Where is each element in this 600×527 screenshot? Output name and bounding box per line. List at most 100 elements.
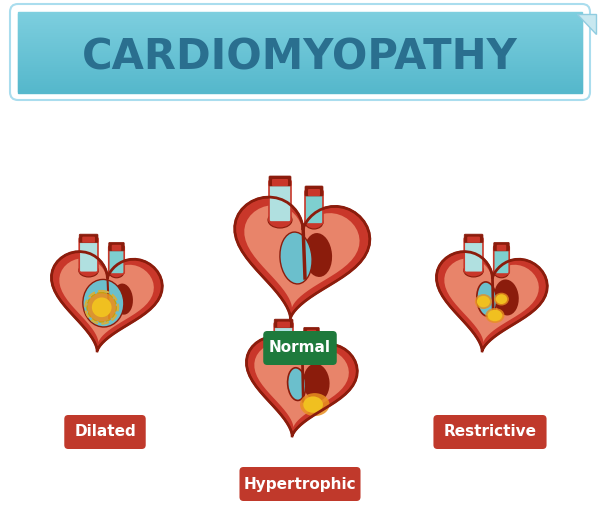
Polygon shape xyxy=(577,14,596,34)
FancyBboxPatch shape xyxy=(109,242,124,251)
FancyBboxPatch shape xyxy=(305,190,323,224)
Bar xyxy=(18,40,582,43)
Bar xyxy=(18,84,582,86)
Bar xyxy=(18,38,582,41)
Bar xyxy=(18,50,582,53)
FancyBboxPatch shape xyxy=(433,415,547,449)
Polygon shape xyxy=(445,258,539,343)
Bar xyxy=(18,80,582,83)
Bar xyxy=(18,72,582,74)
Bar xyxy=(18,24,582,26)
Bar xyxy=(18,32,582,34)
FancyBboxPatch shape xyxy=(494,246,509,274)
Ellipse shape xyxy=(494,279,519,316)
FancyBboxPatch shape xyxy=(269,176,291,186)
Bar xyxy=(18,22,582,24)
Bar xyxy=(18,58,582,61)
Bar xyxy=(18,54,582,56)
FancyBboxPatch shape xyxy=(277,321,290,328)
Bar xyxy=(18,18,582,21)
FancyBboxPatch shape xyxy=(79,234,98,243)
Bar xyxy=(18,68,582,71)
Bar xyxy=(18,28,582,31)
FancyBboxPatch shape xyxy=(269,180,291,222)
Bar xyxy=(18,52,582,54)
Bar xyxy=(18,76,582,79)
Ellipse shape xyxy=(109,266,124,278)
Ellipse shape xyxy=(79,264,98,277)
Polygon shape xyxy=(235,197,370,318)
Bar xyxy=(18,20,582,23)
Circle shape xyxy=(92,297,112,317)
Ellipse shape xyxy=(475,294,492,309)
FancyBboxPatch shape xyxy=(109,246,124,274)
Bar xyxy=(18,42,582,44)
Ellipse shape xyxy=(274,349,293,362)
Bar xyxy=(18,46,582,48)
FancyBboxPatch shape xyxy=(112,245,121,251)
Ellipse shape xyxy=(287,368,306,401)
Ellipse shape xyxy=(303,364,329,401)
Bar xyxy=(18,88,582,91)
Ellipse shape xyxy=(305,215,323,229)
Bar xyxy=(18,12,582,15)
FancyBboxPatch shape xyxy=(307,330,316,336)
Bar xyxy=(18,60,582,63)
Ellipse shape xyxy=(494,266,509,278)
Bar xyxy=(18,56,582,58)
Bar xyxy=(18,78,582,81)
FancyBboxPatch shape xyxy=(308,189,320,196)
FancyBboxPatch shape xyxy=(274,322,293,357)
Ellipse shape xyxy=(464,264,484,277)
Ellipse shape xyxy=(494,292,509,306)
Polygon shape xyxy=(52,251,162,351)
Ellipse shape xyxy=(280,232,312,284)
Ellipse shape xyxy=(488,310,502,321)
Polygon shape xyxy=(247,337,357,436)
FancyBboxPatch shape xyxy=(467,237,480,243)
Bar xyxy=(18,66,582,69)
FancyBboxPatch shape xyxy=(272,179,288,186)
FancyBboxPatch shape xyxy=(79,237,98,272)
Ellipse shape xyxy=(83,279,124,327)
Ellipse shape xyxy=(303,396,323,413)
FancyBboxPatch shape xyxy=(239,467,361,501)
FancyBboxPatch shape xyxy=(464,237,483,272)
Ellipse shape xyxy=(477,282,497,316)
Ellipse shape xyxy=(300,393,329,416)
Bar xyxy=(18,34,582,36)
Ellipse shape xyxy=(496,294,507,304)
FancyBboxPatch shape xyxy=(304,327,319,336)
Bar xyxy=(18,90,582,93)
FancyBboxPatch shape xyxy=(497,245,506,251)
Bar xyxy=(18,70,582,73)
Polygon shape xyxy=(244,205,359,308)
Text: Normal: Normal xyxy=(269,340,331,356)
Text: Dilated: Dilated xyxy=(74,425,136,440)
FancyBboxPatch shape xyxy=(274,319,293,328)
Bar xyxy=(18,36,582,38)
Bar xyxy=(18,16,582,18)
FancyBboxPatch shape xyxy=(494,242,509,251)
Ellipse shape xyxy=(113,284,133,315)
Ellipse shape xyxy=(268,212,292,228)
Bar xyxy=(18,62,582,64)
FancyBboxPatch shape xyxy=(82,237,95,243)
Bar xyxy=(18,64,582,66)
Bar xyxy=(18,48,582,51)
Text: CARDIOMYOPATHY: CARDIOMYOPATHY xyxy=(82,36,518,78)
Polygon shape xyxy=(59,258,154,343)
Ellipse shape xyxy=(485,308,505,323)
FancyBboxPatch shape xyxy=(304,330,319,359)
Text: Hypertrophic: Hypertrophic xyxy=(244,476,356,492)
Bar xyxy=(18,82,582,84)
Ellipse shape xyxy=(477,296,490,307)
Bar xyxy=(18,30,582,33)
Polygon shape xyxy=(254,343,349,427)
Bar xyxy=(18,14,582,16)
Bar xyxy=(18,74,582,76)
Ellipse shape xyxy=(304,352,319,363)
FancyBboxPatch shape xyxy=(64,415,146,449)
Bar xyxy=(18,26,582,28)
Bar xyxy=(18,86,582,89)
